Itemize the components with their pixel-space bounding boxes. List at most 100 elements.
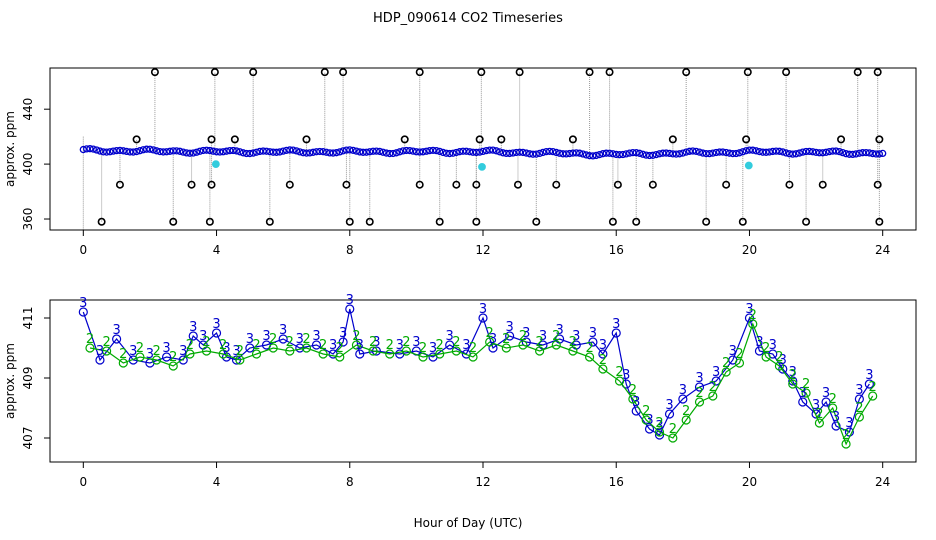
series-label-3: 3 <box>162 341 170 356</box>
baseline-point <box>865 149 874 157</box>
baseline-point <box>672 150 680 158</box>
series-point-3 <box>311 340 322 350</box>
series-point-2 <box>761 352 771 362</box>
baseline-point <box>769 147 777 156</box>
series-label-2: 2 <box>585 341 593 356</box>
baseline-point <box>862 148 870 157</box>
baseline-point <box>535 149 544 158</box>
baseline-point <box>762 148 770 156</box>
series-point-2 <box>801 388 811 398</box>
mid-low-outlier-point <box>187 180 196 189</box>
baseline-point <box>426 146 434 155</box>
x-tick-label: 4 <box>213 475 221 489</box>
low-outlier-point <box>345 217 354 226</box>
baseline-point <box>702 149 710 158</box>
series-label-2: 2 <box>695 386 703 401</box>
baseline-point <box>416 148 424 156</box>
series-point-2 <box>774 361 785 371</box>
baseline-point <box>772 147 780 155</box>
series-point-3 <box>664 409 675 419</box>
series-label-3: 3 <box>539 329 547 344</box>
series-label-3: 3 <box>232 344 240 359</box>
baseline-point <box>382 149 391 157</box>
baseline-point <box>119 147 127 155</box>
baseline-point <box>462 147 471 155</box>
series-point-2 <box>351 340 362 350</box>
y-tick-label: 409 <box>21 367 35 390</box>
mid-high-outlier-point <box>837 135 846 144</box>
baseline-point <box>279 147 287 155</box>
baseline-point <box>316 147 324 156</box>
series-label-2: 2 <box>709 380 717 395</box>
baseline-point <box>116 146 124 155</box>
y-tick-label: 360 <box>21 208 35 231</box>
baseline-point <box>419 148 427 156</box>
series-point-3 <box>798 397 808 407</box>
mid-low-outlier-point <box>818 180 827 189</box>
baseline-point <box>549 147 557 156</box>
top-main-series-group <box>79 145 887 160</box>
series-point-2 <box>708 391 718 401</box>
baseline-point <box>505 149 514 158</box>
series-point-2 <box>385 349 395 359</box>
series-point-2 <box>251 349 262 359</box>
baseline-point <box>222 147 231 155</box>
baseline-point <box>286 146 294 154</box>
mid-high-outlier-point <box>668 135 677 144</box>
baseline-point <box>812 148 820 156</box>
x-tick-label: 12 <box>475 475 490 489</box>
series-point-2 <box>468 352 478 362</box>
series-label-3: 3 <box>312 329 320 344</box>
series-label-2: 2 <box>352 329 360 344</box>
series-point-2 <box>668 433 678 443</box>
baseline-point <box>519 148 527 157</box>
baseline-point <box>609 150 617 158</box>
series-point-2 <box>814 418 825 428</box>
series-label-3: 3 <box>822 386 830 401</box>
baseline-point <box>256 147 264 156</box>
series-label-2: 2 <box>749 308 757 323</box>
baseline-point <box>389 149 397 158</box>
baseline-point <box>512 148 520 157</box>
series-point-3 <box>611 328 621 338</box>
series-point-2 <box>721 367 731 377</box>
baseline-point <box>799 148 807 156</box>
baseline-point <box>209 147 217 155</box>
series-label-3: 3 <box>665 398 673 413</box>
baseline-point <box>319 148 327 156</box>
baseline-point <box>659 149 667 157</box>
baseline-point <box>479 147 487 156</box>
series-label-2: 2 <box>136 341 144 356</box>
baseline-point <box>216 148 224 156</box>
series-point-2 <box>151 355 162 365</box>
mid-high-outlier-point <box>475 135 484 144</box>
mid-low-outlier-point <box>452 180 461 189</box>
baseline-point <box>242 149 251 158</box>
series-label-3: 3 <box>479 302 487 317</box>
baseline-point <box>112 146 121 155</box>
y-tick-label: 407 <box>21 427 35 450</box>
series-label-3: 3 <box>612 317 620 332</box>
baseline-point <box>362 148 371 156</box>
baseline-point <box>109 147 117 155</box>
series-label-3: 3 <box>855 383 863 398</box>
series-point-2 <box>85 343 95 353</box>
baseline-point <box>202 146 211 154</box>
series-point-2 <box>551 340 561 350</box>
baseline-point <box>642 151 650 159</box>
series-label-2: 2 <box>419 341 427 356</box>
baseline-point <box>872 150 880 158</box>
low-outlier-point <box>608 217 617 226</box>
baseline-point <box>176 147 184 155</box>
series-label-3: 3 <box>189 320 197 335</box>
series-label-2: 2 <box>152 344 160 359</box>
baseline-point <box>839 148 847 157</box>
baseline-point <box>339 147 347 155</box>
low-outlier-point <box>265 217 274 226</box>
baseline-point <box>266 148 274 156</box>
highlight-point <box>478 162 486 171</box>
series-label-2: 2 <box>535 335 543 350</box>
baseline-point <box>329 149 337 157</box>
baseline-point <box>855 149 864 157</box>
series-label-2: 2 <box>775 350 783 365</box>
